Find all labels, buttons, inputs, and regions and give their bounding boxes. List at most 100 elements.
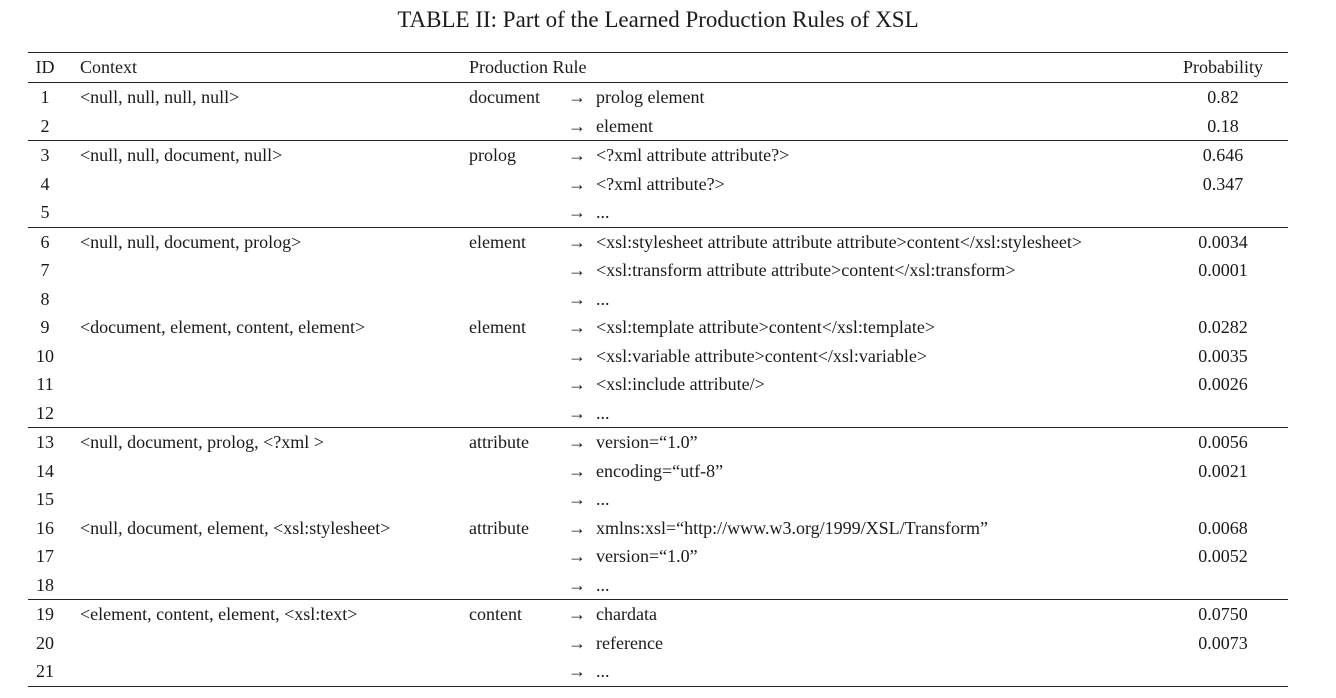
row-id: 18: [36, 574, 54, 595]
row-rhs-text: ...: [596, 574, 610, 595]
table-row: 11 → <xsl:include attribute/> 0.0026: [28, 370, 1288, 399]
row-production-rhs: → prolog element: [568, 83, 704, 111]
row-id: 5: [40, 202, 50, 222]
row-rhs-text: ...: [596, 402, 610, 423]
row-production-rhs: → version=“1.0”: [568, 428, 698, 456]
table-body: 1 <null, null, null, null> document → prolog…: [28, 82, 1288, 687]
row-id: 2: [40, 115, 50, 136]
row-production-rhs: → encoding=“utf-8”: [568, 457, 723, 485]
row-id: 13: [36, 432, 54, 452]
row-id: 15: [36, 489, 54, 509]
row-probability: 0.0035: [1198, 345, 1248, 366]
row-id: 8: [40, 288, 50, 309]
right-arrow-icon: →: [568, 460, 586, 481]
table-row: 16 <null, document, element, <xsl:stylesh…: [28, 514, 1288, 543]
table-row: 1 <null, null, null, null> document → prolog…: [28, 83, 1288, 112]
right-arrow-icon: →: [568, 173, 586, 194]
row-id: 17: [36, 546, 54, 566]
table-row: 5 →...: [28, 198, 1288, 227]
row-id: 12: [36, 402, 54, 423]
row-rhs-text: element: [596, 115, 653, 136]
table-row: 8 →...: [28, 285, 1288, 314]
table-row: 15 →...: [28, 485, 1288, 514]
group-separator-rule: [28, 226, 1288, 228]
row-rhs-text: <?xml attribute attribute?>: [596, 145, 790, 165]
row-rhs-text: version=“1.0”: [596, 546, 698, 566]
row-rhs-text: encoding=“utf-8”: [596, 460, 724, 481]
row-rhs-text: <?xml attribute?>: [596, 173, 725, 194]
right-arrow-icon: →: [568, 604, 586, 624]
header-production-rule: Production Rule: [469, 57, 587, 77]
right-arrow-icon: →: [568, 145, 586, 165]
row-rhs-text: version=“1.0”: [596, 432, 698, 452]
row-production-rhs: → chardata: [568, 600, 657, 628]
row-production-rhs: → <?xml attribute?>: [568, 170, 725, 198]
row-id: 1: [40, 87, 50, 107]
table-caption: TABLE II: Part of the Learned Production…: [397, 7, 919, 32]
right-arrow-icon: →: [568, 231, 586, 252]
row-rhs-text: <xsl:variable attribute>content</xsl:var…: [596, 345, 928, 366]
row-id: 6: [40, 231, 50, 252]
row-probability: 0.646: [1202, 145, 1244, 165]
row-id: 21: [36, 661, 54, 681]
table-row: 20 → reference 0.0073: [28, 629, 1288, 658]
row-rhs-text: ...: [596, 661, 610, 681]
table-header-row: ID Context Production Rule Probability: [28, 53, 1288, 82]
right-arrow-icon: →: [568, 288, 586, 309]
row-probability: 0.18: [1207, 115, 1239, 136]
row-context: <null, null, document, prolog>: [80, 231, 302, 252]
row-rhs-text: <xsl:include attribute/>: [596, 374, 765, 394]
row-id: 7: [40, 260, 50, 280]
row-probability: 0.0001: [1198, 260, 1248, 280]
table-row: 21 →...: [28, 657, 1288, 686]
table-row: 7 → <xsl:transform attribute attribute>con…: [28, 256, 1288, 285]
right-arrow-icon: →: [568, 402, 586, 423]
row-probability: 0.82: [1207, 87, 1239, 107]
row-probability: 0.0052: [1198, 546, 1248, 566]
table-row: 14 → encoding=“utf-8” 0.0021: [28, 457, 1288, 486]
row-probability: 0.0026: [1198, 374, 1248, 394]
header-context: Context: [80, 57, 137, 77]
row-probability: 0.0750: [1198, 604, 1248, 624]
row-probability: 0.0034: [1198, 231, 1248, 252]
row-production-rhs: →...: [568, 285, 610, 313]
row-production-rhs: →...: [568, 571, 610, 599]
row-id: 11: [36, 374, 54, 394]
row-production-rhs: → xmlns:xsl=“http://www.w3.org/1999/XSL/T…: [568, 514, 988, 542]
row-context: <null, null, document, null>: [80, 145, 283, 165]
table-row: 13 <null, document, prolog, <?xml > attrib…: [28, 428, 1288, 457]
row-context: <null, document, prolog, <?xml >: [80, 432, 324, 452]
row-nonterminal: element: [469, 317, 526, 337]
table-row: 3 <null, null, document, null> prolog → <?xm…: [28, 141, 1288, 170]
right-arrow-icon: →: [568, 317, 586, 337]
group-separator-rule: [28, 140, 1288, 141]
row-production-rhs: → <?xml attribute attribute?>: [568, 141, 789, 169]
row-nonterminal: document: [469, 87, 540, 107]
row-rhs-text: <xsl:stylesheet attribute attribute attr…: [596, 231, 1082, 252]
row-context: <null, null, null, null>: [80, 87, 240, 107]
table-row: 19 <element, content, element, <xsl:text>…: [28, 600, 1288, 629]
row-nonterminal: element: [469, 231, 526, 252]
row-rhs-text: <xsl:transform attribute attribute>conte…: [596, 260, 1016, 280]
row-context: <document, element, content, element>: [80, 317, 366, 337]
row-rhs-text: ...: [596, 288, 610, 309]
row-rhs-text: <xsl:template attribute>content</xsl:tem…: [596, 317, 936, 337]
row-id: 9: [40, 317, 50, 337]
row-nonterminal: content: [469, 604, 522, 624]
row-rhs-text: chardata: [596, 604, 657, 624]
table-row: 17 → version=“1.0” 0.0052: [28, 542, 1288, 571]
row-probability: 0.0021: [1198, 460, 1248, 481]
row-probability: 0.347: [1202, 173, 1244, 194]
row-rhs-text: ...: [596, 489, 610, 509]
table-row: 12 →...: [28, 399, 1288, 428]
row-production-rhs: → <xsl:stylesheet attribute attribute att…: [568, 228, 1082, 256]
right-arrow-icon: →: [568, 546, 586, 566]
top-rule: [28, 52, 1288, 53]
right-arrow-icon: →: [568, 632, 586, 653]
row-id: 14: [36, 460, 54, 481]
row-probability: 0.0068: [1198, 517, 1248, 538]
row-production-rhs: → reference: [568, 629, 663, 657]
row-production-rhs: → element: [568, 112, 653, 140]
row-production-rhs: → <xsl:include attribute/>: [568, 370, 765, 398]
row-nonterminal: attribute: [469, 517, 529, 538]
